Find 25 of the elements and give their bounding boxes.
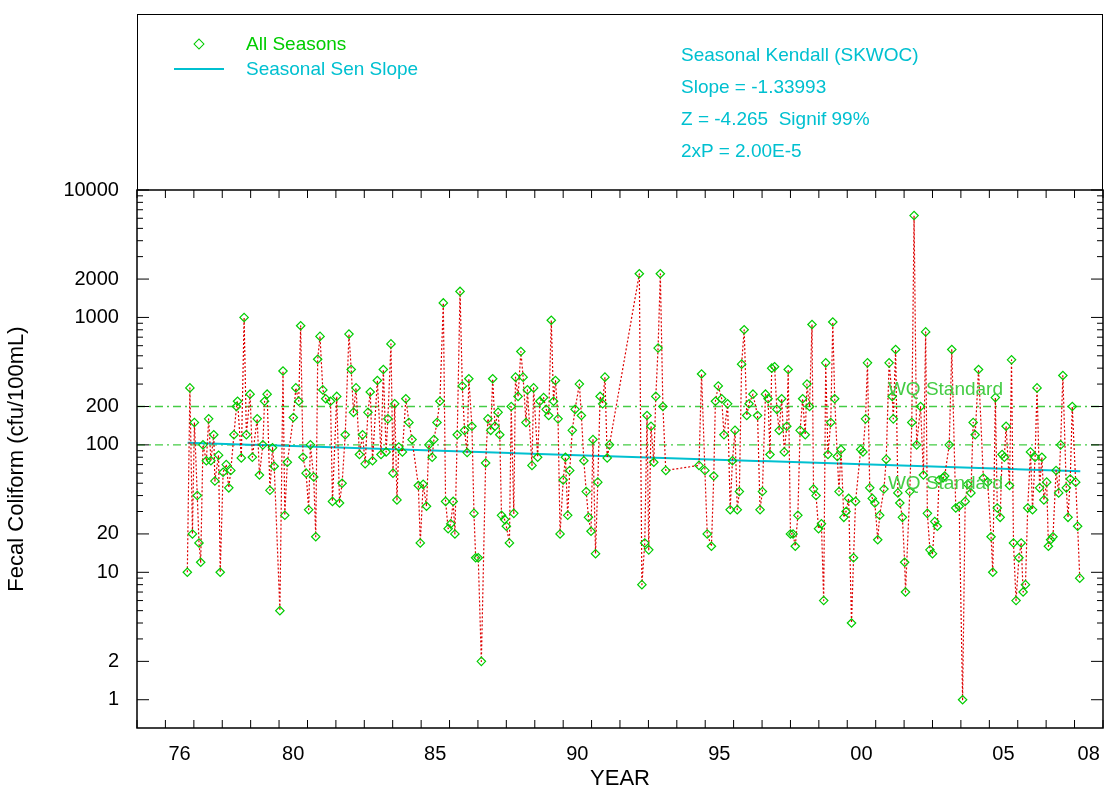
y-tick-label: 2 — [107, 648, 119, 671]
y-tick-label: 1000 — [74, 304, 119, 327]
x-tick-label: 95 — [708, 741, 731, 764]
y-tick-label: 200 — [85, 394, 119, 417]
text: Seasonal Kendall (SKWOC) — [681, 43, 919, 67]
legend-label: Seasonal Sen Slope — [246, 57, 419, 80]
x-axis-title: YEAR — [590, 764, 650, 790]
x-tick-label: 90 — [566, 741, 589, 764]
y-tick-label: 10000 — [63, 177, 119, 200]
x-tick-label: 08 — [1077, 741, 1100, 764]
text: 2xP = 2.00E-5 — [681, 139, 803, 163]
x-tick-label: 85 — [424, 741, 447, 764]
y-tick-label: 1 — [107, 687, 119, 710]
text: Z = -4.265 Signif 99% — [681, 107, 871, 131]
legend-label: All Seasons — [246, 32, 347, 55]
x-tick-label: 05 — [992, 741, 1015, 764]
x-tick-label: 00 — [850, 741, 873, 764]
y-tick-label: 100 — [85, 432, 119, 455]
text: Slope = -1.33993 — [681, 75, 828, 99]
y-tick-label: 10 — [96, 559, 119, 582]
x-tick-label: 76 — [168, 741, 191, 764]
y-axis-title: Fecal Coliform (cfu/100mL) — [3, 326, 29, 592]
y-tick-label: 20 — [96, 521, 119, 544]
y-tick-label: 2000 — [74, 266, 119, 289]
x-tick-label: 80 — [282, 741, 305, 764]
